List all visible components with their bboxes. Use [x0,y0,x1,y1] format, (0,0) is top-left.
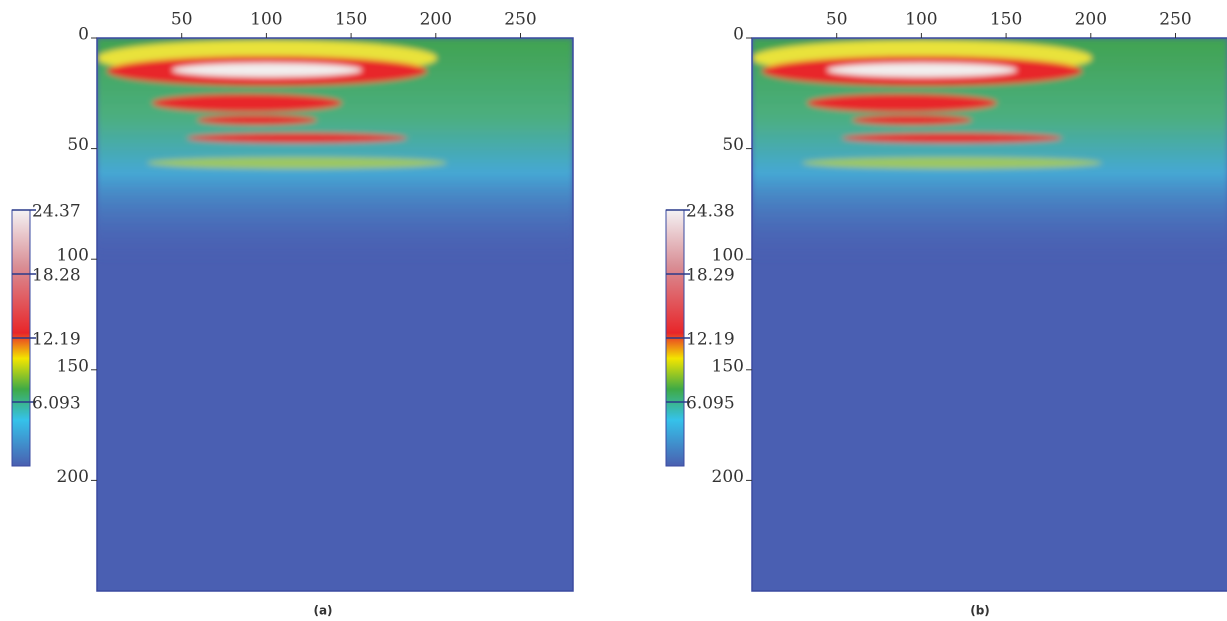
y-tick-label: 50 [722,135,744,155]
x-tick-label: 200 [420,10,452,30]
colorbar-tick-label: 18.28 [32,265,81,285]
colorbar-tick-label: 6.095 [686,394,735,414]
x-tick-label: 50 [826,10,848,30]
x-tick-label: 100 [250,10,282,30]
band [187,133,407,143]
x-tick-label: 100 [905,10,937,30]
y-tick-label: 0 [733,25,744,45]
colorbar-tick-label: 24.38 [686,202,735,222]
band [802,157,1102,169]
plot-frame [751,37,1227,592]
colorbar-tick-label: 6.093 [32,393,81,413]
x-tick-label: 200 [1075,10,1107,30]
x-tick-label: 150 [335,10,367,30]
colorbar-tick-label: 24.37 [32,202,81,222]
y-tick-label: 0 [78,25,89,45]
band [827,63,1017,77]
x-tick-label: 250 [504,10,536,30]
caption: (b) [970,604,990,618]
y-tick-label: 200 [57,467,89,487]
y-tick-label: 100 [712,246,744,266]
heatmap-texture [752,38,1227,263]
caption: (a) [313,604,332,618]
heatmap [97,38,573,591]
band [172,63,362,77]
x-tick-label: 250 [1159,10,1191,30]
band [852,115,972,125]
band [197,115,317,125]
x-tick-label: 50 [171,10,193,30]
y-tick-label: 100 [57,246,89,266]
band [842,133,1062,143]
colorbar-tick-label: 12.19 [686,330,735,350]
y-tick-label: 150 [712,356,744,376]
band [152,94,342,112]
band [807,94,997,112]
heatmap [752,38,1227,591]
x-tick-label: 150 [990,10,1022,30]
y-tick-label: 150 [57,356,89,376]
band [147,157,447,169]
plot-frame [96,37,574,592]
heatmap-texture [97,38,573,263]
y-tick-label: 50 [67,135,89,155]
y-tick-label: 200 [712,467,744,487]
colorbar-tick-label: 18.29 [686,265,735,285]
colorbar-tick-label: 12.19 [32,329,81,349]
